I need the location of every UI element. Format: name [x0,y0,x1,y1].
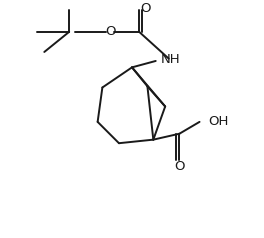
Text: OH: OH [208,115,228,128]
Text: NH: NH [161,53,180,65]
Text: O: O [140,2,151,15]
Text: O: O [174,160,185,173]
Text: O: O [105,25,116,38]
